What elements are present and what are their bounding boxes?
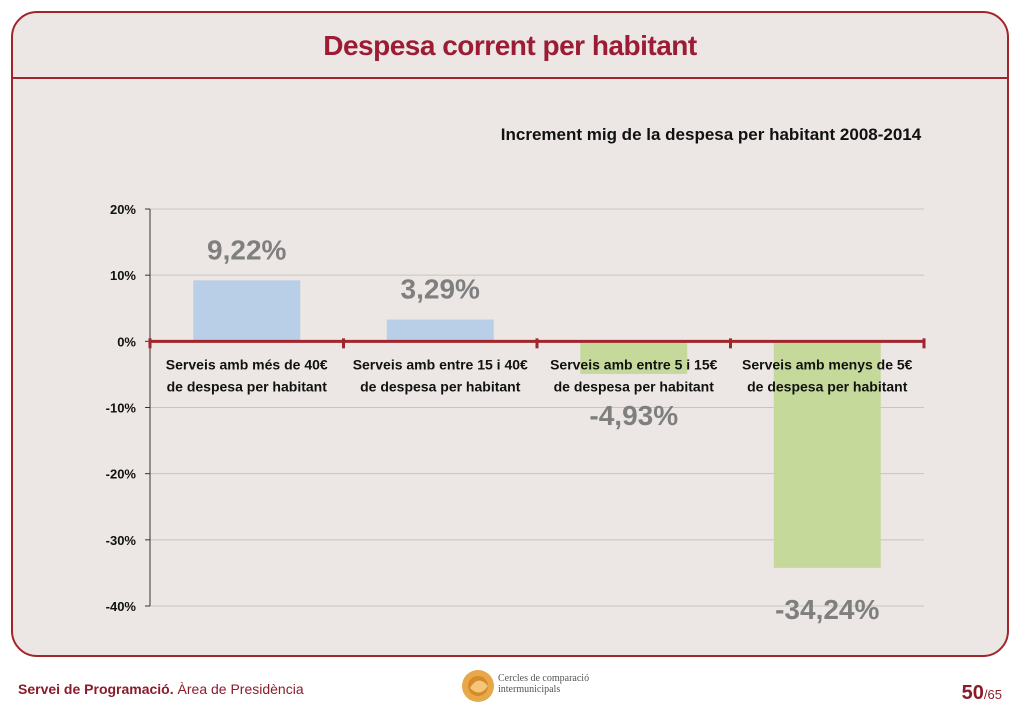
- y-tick-label: -40%: [106, 599, 137, 614]
- x-category-label: de despesa per habitant: [167, 378, 328, 394]
- y-tick-label: 10%: [110, 268, 136, 283]
- footer-org-main: Servei de Programació.: [18, 681, 174, 697]
- x-category-label: de despesa per habitant: [554, 378, 715, 394]
- x-category-label: Serveis amb entre 15 i 40€: [353, 356, 528, 372]
- x-category-label: Serveis amb més de 40€: [166, 356, 328, 372]
- logo-text: Cercles de comparació intermunicipals: [498, 673, 590, 695]
- page-total: /65: [983, 687, 1002, 702]
- bar: [386, 319, 494, 342]
- y-tick-label: 0%: [117, 334, 136, 349]
- bar: [580, 341, 688, 374]
- page-current: 50: [961, 682, 984, 704]
- data-label: -34,24%: [775, 594, 879, 625]
- data-label: 9,22%: [207, 234, 286, 265]
- page-number: 50/65: [962, 682, 1002, 705]
- bar: [193, 280, 301, 342]
- data-label: 3,29%: [401, 274, 480, 305]
- footer-organization: Servei de Programació. Àrea de Presidènc…: [18, 681, 304, 697]
- slide-title: Despesa corrent per habitant: [13, 13, 1007, 79]
- x-category-label: de despesa per habitant: [360, 378, 521, 394]
- footer-org-sub: Àrea de Presidència: [177, 681, 304, 697]
- data-label: -4,93%: [589, 400, 678, 431]
- y-tick-label: -10%: [106, 401, 137, 416]
- y-tick-label: -20%: [106, 467, 137, 482]
- footer-logo: Cercles de comparació intermunicipals: [460, 666, 620, 706]
- logo-emblem-icon: [462, 670, 494, 702]
- slide-panel: Despesa corrent per habitant: [11, 11, 1009, 657]
- x-category-label: Serveis amb menys de 5€: [742, 356, 913, 372]
- chart-title: Increment mig de la despesa per habitant…: [501, 125, 922, 144]
- bar: [773, 341, 881, 568]
- x-category-label: Serveis amb entre 5 i 15€: [550, 356, 718, 372]
- y-tick-label: 20%: [110, 202, 136, 217]
- x-category-label: de despesa per habitant: [747, 378, 908, 394]
- y-tick-label: -30%: [106, 533, 137, 548]
